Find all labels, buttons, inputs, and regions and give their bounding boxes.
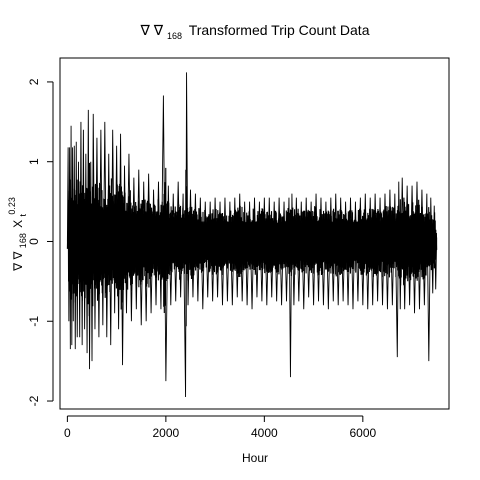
y-label-subscript: 168 <box>18 233 28 248</box>
y-tick-label: 2 <box>27 78 41 85</box>
x-tick-label: 4000 <box>251 426 278 440</box>
x-tick-label: 0 <box>64 426 71 440</box>
y-label-var: X <box>11 220 25 228</box>
chart-title-subscript: 168 <box>167 31 182 41</box>
y-tick-label: -2 <box>27 395 41 406</box>
plot-frame <box>59 57 450 410</box>
chart-title-rest: Transformed Trip Count Data <box>189 22 370 38</box>
svg-text:∇ ∇ 168 X: ∇ ∇ 168 X t 0.23 <box>7 197 29 272</box>
y-tick-label: 1 <box>27 158 41 165</box>
y-label-sub-t: t <box>18 213 28 216</box>
y-label-symbol: ∇ ∇ <box>11 251 25 272</box>
chart-title-symbol: ∇ ∇ <box>140 22 164 38</box>
dense-data-band <box>66 162 438 327</box>
y-tick-label: -1 <box>27 316 41 327</box>
y-tick-label: 0 <box>27 238 41 245</box>
x-tick-label: 6000 <box>349 426 376 440</box>
y-label-superscript: 0.23 <box>7 197 17 215</box>
x-axis-label: Hour <box>242 451 268 465</box>
x-axis: 0 2000 4000 6000 <box>64 415 376 440</box>
x-tick-label: 2000 <box>153 426 180 440</box>
y-axis-label: ∇ ∇ 168 X t 0.23 <box>7 197 29 272</box>
y-axis: -2 -1 0 1 2 <box>27 78 54 406</box>
chart-title: ∇ ∇ 168 Transformed Trip Count Data <box>140 22 370 42</box>
dense-data-trace <box>66 162 438 327</box>
